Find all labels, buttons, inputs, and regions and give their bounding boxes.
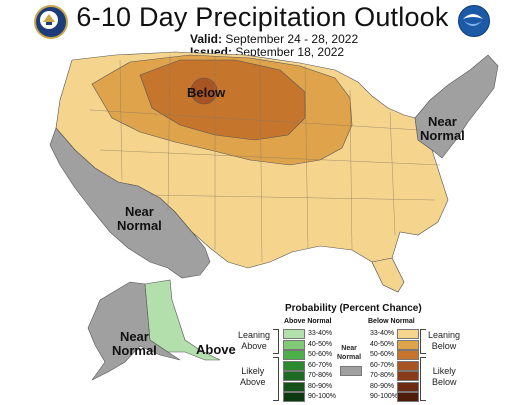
below-range-label: 50-60% <box>370 351 395 358</box>
above-swatch-5 <box>283 371 305 381</box>
northeast-near-normal-region <box>414 54 499 159</box>
above-range-label: 40-50% <box>308 340 333 348</box>
above-swatch-6 <box>283 381 305 392</box>
below-swatch-7 <box>397 392 419 402</box>
commerce-seal-icon <box>34 5 68 39</box>
page-title: 6-10 Day Precipitation Outlook <box>76 2 449 32</box>
below-swatch-2 <box>397 339 419 350</box>
above-swatch-7 <box>283 392 305 402</box>
below-swatch-5 <box>397 371 419 381</box>
leaning-below-bracket <box>420 329 426 354</box>
near-normal-east-label: Near Normal <box>420 114 465 143</box>
above-range-label: 50-60% <box>308 351 333 358</box>
above-range-label: 80-90% <box>308 382 333 390</box>
leaning-above-label: Leaning Above <box>238 330 271 351</box>
alaska-leaning-above-region <box>144 279 221 361</box>
below-60-70-region <box>190 77 218 105</box>
leaning-below-label: Leaning Below <box>428 330 461 351</box>
below-swatch-1 <box>397 329 419 339</box>
west-near-normal-region <box>49 127 211 279</box>
above-range-label: 60-70% <box>308 361 333 369</box>
above-range-label: 70-80% <box>308 372 333 379</box>
below-range-label: 60-70% <box>370 361 395 369</box>
likely-above-label: Likely Above <box>240 366 266 387</box>
above-alaska-label: Above <box>196 342 236 357</box>
legend-above-header: Above Normal <box>284 318 332 325</box>
below-range-label: 90-100% <box>370 393 399 400</box>
state-boundaries <box>89 54 441 263</box>
likely-below-label: Likely Below <box>432 366 457 387</box>
below-range-label: 70-80% <box>370 372 395 379</box>
below-swatch-4 <box>397 360 419 371</box>
below-range-label: 80-90% <box>370 382 395 390</box>
likely-below-bracket <box>420 357 426 401</box>
florida-region <box>371 257 405 293</box>
above-swatch-1 <box>283 329 305 339</box>
valid-label: Valid: <box>190 32 223 46</box>
likely-above-bracket <box>273 357 279 401</box>
above-swatch-2 <box>283 339 305 350</box>
valid-line: Valid: September 24 - 28, 2022 <box>190 32 358 46</box>
above-range-label: 90-100% <box>308 393 337 400</box>
near-normal-legend-label: Near Normal <box>337 345 362 361</box>
near-normal-west-label: Near Normal <box>117 204 162 233</box>
near-normal-swatch <box>340 366 362 376</box>
below-range-label: 33-40% <box>370 330 395 337</box>
noaa-logo-icon <box>458 5 490 37</box>
issued-date: September 18, 2022 <box>235 45 345 59</box>
below-range-label: 40-50% <box>370 340 395 348</box>
below-swatch-3 <box>397 350 419 360</box>
above-range-label: 33-40% <box>308 330 333 337</box>
legend-title: Probability (Percent Chance) <box>285 303 422 314</box>
near-normal-alaska-label: Near Normal <box>112 329 157 358</box>
leaning-above-bracket <box>273 329 279 354</box>
above-swatch-4 <box>283 360 305 371</box>
valid-dates: September 24 - 28, 2022 <box>225 32 359 46</box>
below-swatch-6 <box>397 381 419 392</box>
above-swatch-3 <box>283 350 305 360</box>
legend-below-header: Below Normal <box>368 318 415 325</box>
below-50-60-region <box>139 59 306 141</box>
below-label: Below <box>187 85 226 100</box>
